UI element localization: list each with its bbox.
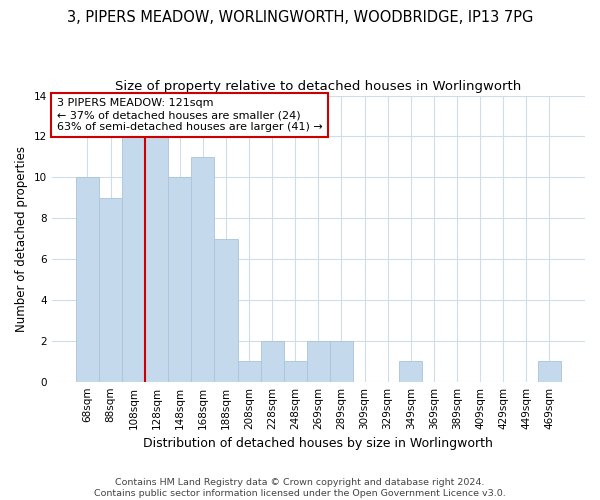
Bar	[76, 178, 99, 382]
Bar	[330, 341, 353, 382]
Text: 3 PIPERS MEADOW: 121sqm
← 37% of detached houses are smaller (24)
63% of semi-de: 3 PIPERS MEADOW: 121sqm ← 37% of detache…	[57, 98, 323, 132]
Bar	[538, 361, 561, 382]
Bar	[145, 136, 168, 382]
Bar	[399, 361, 422, 382]
Bar	[99, 198, 122, 382]
Bar	[238, 361, 260, 382]
Bar	[191, 157, 214, 382]
Bar	[168, 178, 191, 382]
Y-axis label: Number of detached properties: Number of detached properties	[15, 146, 28, 332]
Bar	[260, 341, 284, 382]
Bar	[122, 136, 145, 382]
Title: Size of property relative to detached houses in Worlingworth: Size of property relative to detached ho…	[115, 80, 521, 93]
Text: 3, PIPERS MEADOW, WORLINGWORTH, WOODBRIDGE, IP13 7PG: 3, PIPERS MEADOW, WORLINGWORTH, WOODBRID…	[67, 10, 533, 25]
Bar	[307, 341, 330, 382]
Bar	[284, 361, 307, 382]
Text: Contains HM Land Registry data © Crown copyright and database right 2024.
Contai: Contains HM Land Registry data © Crown c…	[94, 478, 506, 498]
Bar	[214, 238, 238, 382]
X-axis label: Distribution of detached houses by size in Worlingworth: Distribution of detached houses by size …	[143, 437, 493, 450]
